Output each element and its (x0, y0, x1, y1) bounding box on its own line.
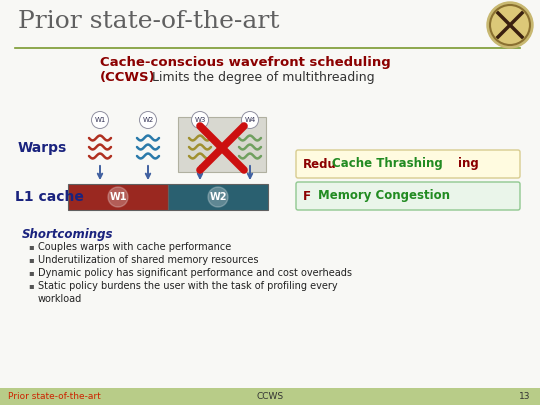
Bar (168, 184, 268, 210)
Text: CCWS: CCWS (256, 392, 284, 401)
Text: Underutilization of shared memory resources: Underutilization of shared memory resour… (38, 255, 259, 265)
Circle shape (192, 111, 208, 128)
Text: Limits the degree of multithreading: Limits the degree of multithreading (152, 71, 375, 84)
Text: ▪: ▪ (28, 242, 33, 251)
Text: ing: ing (458, 158, 479, 171)
Text: W1: W1 (109, 192, 127, 202)
Circle shape (91, 111, 109, 128)
Circle shape (208, 187, 228, 207)
Bar (68, 184, 168, 210)
Text: F: F (303, 190, 311, 202)
Text: Static policy burdens the user with the task of profiling every
workload: Static policy burdens the user with the … (38, 281, 338, 304)
Text: Memory Congestion: Memory Congestion (318, 190, 450, 202)
Text: Couples warps with cache performance: Couples warps with cache performance (38, 242, 231, 252)
Circle shape (139, 111, 157, 128)
Text: Warps: Warps (18, 141, 68, 155)
Text: Dynamic policy has significant performance and cost overheads: Dynamic policy has significant performan… (38, 268, 352, 278)
Text: ▪: ▪ (28, 255, 33, 264)
Text: Cache-conscious wavefront scheduling: Cache-conscious wavefront scheduling (100, 56, 391, 69)
Text: ▪: ▪ (28, 281, 33, 290)
Text: (CCWS): (CCWS) (100, 71, 156, 84)
Text: Shortcomings: Shortcomings (22, 228, 113, 241)
Text: L1 cache: L1 cache (15, 190, 84, 204)
Bar (178, 117, 266, 172)
Text: W2: W2 (143, 117, 153, 123)
Text: 13: 13 (518, 392, 530, 401)
Text: W4: W4 (245, 117, 255, 123)
Text: Prior state-of-the-art: Prior state-of-the-art (18, 10, 280, 33)
Text: ▪: ▪ (28, 268, 33, 277)
FancyBboxPatch shape (296, 150, 520, 178)
Text: Cache Thrashing: Cache Thrashing (332, 158, 443, 171)
Bar (0, 388, 540, 405)
Circle shape (490, 5, 530, 45)
Circle shape (241, 111, 259, 128)
Text: W1: W1 (94, 117, 106, 123)
FancyBboxPatch shape (296, 182, 520, 210)
Text: W2: W2 (210, 192, 227, 202)
Text: Redu: Redu (303, 158, 337, 171)
Text: Prior state-of-the-art: Prior state-of-the-art (8, 392, 101, 401)
Circle shape (108, 187, 128, 207)
Circle shape (487, 2, 533, 48)
Text: W3: W3 (194, 117, 206, 123)
